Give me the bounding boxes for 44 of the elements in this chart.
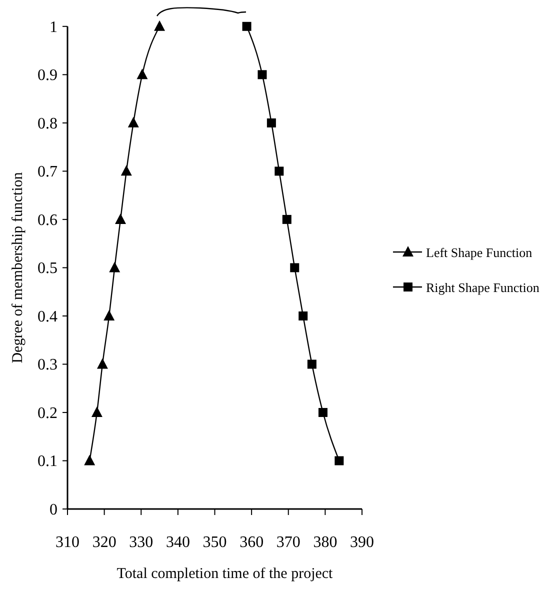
y-axis-title: Degree of membership function xyxy=(10,172,26,364)
point xyxy=(318,408,328,417)
y-tick-label: 0.9 xyxy=(38,67,58,84)
x-tick-label: 320 xyxy=(92,534,116,551)
point xyxy=(334,456,344,466)
x-tick-label: 330 xyxy=(129,534,154,551)
y-tick-label: 0.5 xyxy=(38,260,58,278)
point xyxy=(290,263,300,272)
y-tick-label: 0.2 xyxy=(38,404,58,422)
point xyxy=(115,213,126,224)
y-tick-label: 0.8 xyxy=(38,115,58,132)
x-axis-title: Total completion time of the project xyxy=(116,566,334,582)
y-tick-label: 0.3 xyxy=(38,356,58,374)
point xyxy=(266,118,276,128)
point xyxy=(96,358,108,369)
point xyxy=(274,166,284,176)
x-tick-label: 380 xyxy=(313,534,338,551)
point xyxy=(84,454,96,466)
y-tick-label: 0 xyxy=(50,502,58,518)
x-tick-label: 360 xyxy=(240,534,264,551)
legend-label: Right Shape Function xyxy=(426,280,540,295)
point xyxy=(258,70,267,80)
x-tick-label: 370 xyxy=(276,534,300,551)
x-tick-label: 350 xyxy=(202,534,227,551)
y-tick-label: 0.7 xyxy=(38,164,58,181)
point xyxy=(104,310,115,320)
point xyxy=(109,262,120,272)
point xyxy=(120,165,132,176)
x-tick-label: 340 xyxy=(166,534,190,551)
x-tick-label: 310 xyxy=(56,534,80,551)
point xyxy=(298,311,308,320)
y-tick-label: 0.1 xyxy=(38,453,58,470)
point xyxy=(282,214,292,224)
point xyxy=(128,116,139,128)
y-tick-label: 0.4 xyxy=(38,308,58,326)
x-tick-label: 390 xyxy=(350,534,374,551)
point xyxy=(136,68,148,80)
point xyxy=(242,22,252,31)
point xyxy=(307,360,316,369)
point xyxy=(154,20,166,31)
point xyxy=(91,406,102,417)
y-tick-label: 0.6 xyxy=(38,212,58,229)
legend-label: Left Shape Function xyxy=(426,245,533,260)
y-tick-label: 1 xyxy=(50,18,58,36)
